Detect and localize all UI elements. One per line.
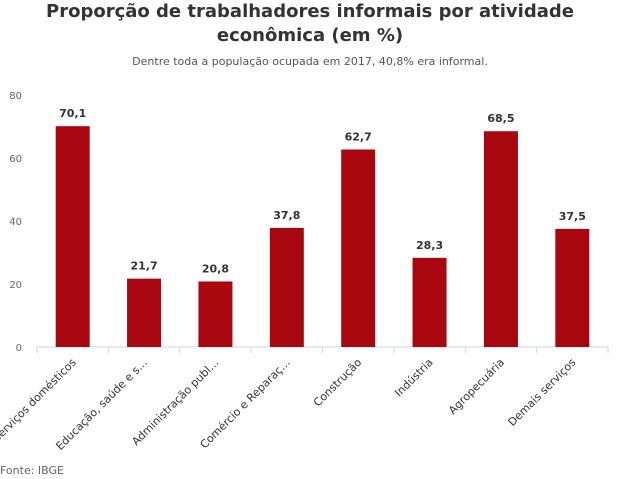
- bar[interactable]: [55, 126, 90, 347]
- y-tick-label: 60: [9, 154, 22, 165]
- bar[interactable]: [412, 257, 447, 347]
- bar[interactable]: [198, 281, 233, 347]
- data-label: 37,8: [273, 209, 300, 222]
- y-tick-label: 0: [16, 343, 22, 354]
- data-label: 62,7: [345, 130, 372, 143]
- category-label: Agropecuária: [446, 356, 507, 417]
- data-label: 28,3: [416, 239, 443, 252]
- data-label: 70,1: [59, 107, 86, 120]
- bar[interactable]: [269, 227, 304, 347]
- category-label: Demais serviços: [506, 356, 579, 429]
- source-note: Fonte: IBGE: [0, 464, 64, 477]
- y-tick-label: 20: [9, 280, 22, 291]
- y-tick-label: 80: [9, 91, 22, 102]
- category-label: Construção: [311, 356, 365, 410]
- bar[interactable]: [555, 228, 590, 347]
- bars-group: [55, 126, 590, 347]
- data-labels: 70,1 21,7 20,8 37,8 62,7 28,3 68,5 37,5: [59, 107, 586, 275]
- x-axis: [36, 346, 609, 353]
- bar[interactable]: [127, 278, 162, 347]
- y-tick-label: 40: [9, 217, 22, 228]
- category-label: Indústria: [392, 356, 436, 400]
- chart-title: Proporção de trabalhadores informais por…: [46, 1, 574, 46]
- y-axis: 0 20 40 60 80: [9, 91, 22, 354]
- data-label: 21,7: [130, 260, 157, 273]
- bar[interactable]: [341, 149, 376, 347]
- bar[interactable]: [483, 131, 518, 347]
- data-label: 68,5: [487, 112, 514, 125]
- data-label: 20,8: [202, 262, 229, 275]
- chart-subtitle: Dentre toda a população ocupada em 2017,…: [132, 55, 488, 68]
- data-label: 37,5: [559, 210, 586, 223]
